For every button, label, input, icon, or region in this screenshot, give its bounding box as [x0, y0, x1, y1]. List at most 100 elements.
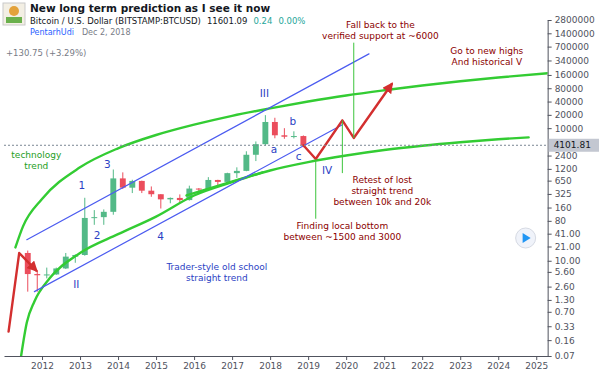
trend-line [303, 84, 391, 159]
annotation-line: verified support at ~6000 [322, 31, 439, 41]
change: 0.24 [253, 16, 272, 26]
avatar-part [9, 6, 19, 16]
x-tick: 2025 [525, 356, 548, 371]
y-tick-mark [548, 234, 552, 235]
candle-body [243, 155, 249, 171]
annotation-line: 3 [104, 158, 111, 170]
candle-body [148, 191, 154, 195]
trend-line [186, 172, 262, 195]
x-tick-mark [536, 356, 537, 360]
y-tick-label: 21.00 [555, 242, 581, 252]
trend-line [9, 253, 37, 332]
candle-body [44, 274, 50, 275]
y-tick-mark [548, 88, 552, 89]
y-tick-label: 700000 [555, 42, 590, 52]
annotations: Fall back to theverified support at ~600… [11, 20, 523, 290]
y-tick-mark [548, 221, 552, 222]
plot-marks [4, 43, 548, 356]
y-tick-label: 0.07 [555, 351, 575, 361]
annotation: 3 [104, 158, 111, 170]
annotation-line: a [271, 143, 277, 155]
y-tick-mark [548, 208, 552, 209]
x-tick: 2016 [183, 356, 206, 371]
x-tick: 2020 [335, 356, 358, 371]
y-tick-label: 10.00 [555, 256, 581, 266]
y-tick: 2400 [548, 151, 578, 161]
y-tick: 1400000 [548, 29, 595, 39]
annotation-line: between 10k and 20k [333, 197, 432, 207]
x-tick: 2014 [107, 356, 130, 371]
y-tick-label: 20000 [555, 110, 584, 120]
x-tick: 2015 [145, 356, 168, 371]
x-axis-line [5, 356, 549, 357]
annotation-line: Trader-style old school [165, 262, 267, 272]
candle-wick [37, 271, 38, 292]
candle-body [300, 136, 306, 145]
y-tick-label: 340000 [555, 56, 590, 66]
y-tick-label: 1200 [555, 164, 578, 174]
annotation-line: Fall back to the [346, 20, 415, 30]
header: New long term prediction as I see it now… [3, 2, 305, 58]
y-tick-mark [548, 169, 552, 170]
candle-body [177, 198, 183, 200]
annotation-line: c [296, 150, 302, 162]
y-axis: 2800000140000070000034000016000080000400… [548, 15, 595, 361]
annotation-pointer [315, 159, 316, 219]
y-tick-mark [548, 33, 552, 34]
x-axis: 2012201320142015201620172018201920202021… [5, 356, 549, 371]
date: Dec 2, 2018 [82, 28, 131, 37]
trend-line [15, 73, 547, 247]
annotation-line: III [260, 87, 269, 99]
candle-body [224, 173, 230, 182]
annotation-line: between ~1500 and 3000 [283, 232, 401, 242]
candle-body [281, 135, 287, 136]
x-tick-mark [80, 356, 81, 360]
candle-body [215, 180, 221, 182]
x-tick: 2024 [487, 356, 510, 371]
annotation: technologytrend [11, 150, 62, 171]
annotation: Fall back to theverified support at ~600… [322, 20, 439, 41]
day-change: +130.75 (+3.29%) [6, 48, 86, 58]
background [0, 0, 602, 382]
annotation: 2 [94, 229, 101, 241]
candles [25, 115, 307, 292]
y-tick-mark [548, 181, 552, 182]
y-tick: 650 [548, 176, 572, 186]
annotation-line: straight trend [186, 273, 248, 283]
y-tick-label: 41.00 [555, 229, 581, 239]
annotation: Finding local bottombetween ~1500 and 30… [283, 221, 401, 242]
y-tick-label: 40000 [555, 97, 584, 107]
last-price-label: 4101.81 [554, 140, 591, 150]
y-tick: 160 [548, 203, 572, 213]
y-tick: 1200 [548, 164, 578, 174]
y-tick: 5.60 [548, 267, 575, 277]
candle-body [262, 122, 268, 144]
annotation-line: And historical V [452, 57, 523, 67]
x-tick-label: 2025 [525, 361, 548, 371]
x-tick: 2013 [69, 356, 92, 371]
y-tick: 41.00 [548, 229, 581, 239]
y-tick-mark [548, 47, 552, 48]
play-button-circle[interactable] [516, 228, 536, 248]
x-tick-mark [308, 356, 309, 360]
x-tick-mark [346, 356, 347, 360]
avatar-part [6, 17, 22, 23]
x-tick-label: 2023 [449, 361, 472, 371]
y-tick: 2800000 [548, 15, 595, 25]
y-tick-mark [548, 287, 552, 288]
play-button-icon[interactable] [523, 233, 531, 243]
x-tick: 2017 [221, 356, 244, 371]
y-tick-label: 2400 [555, 151, 578, 161]
x-tick-mark [232, 356, 233, 360]
annotation-line: Retest of lost [353, 175, 413, 185]
y-tick-mark [548, 194, 552, 195]
y-tick: 80 [548, 216, 567, 226]
play-button[interactable] [516, 228, 536, 248]
annotation: Go to new highsAnd historical V [450, 46, 523, 67]
y-tick: 80000 [548, 84, 584, 94]
y-tick-mark [548, 115, 552, 116]
y-tick: 40000 [548, 97, 584, 107]
annotation: 4 [157, 230, 164, 242]
x-tick-label: 2014 [107, 361, 130, 371]
y-tick-label: 325 [555, 189, 572, 199]
